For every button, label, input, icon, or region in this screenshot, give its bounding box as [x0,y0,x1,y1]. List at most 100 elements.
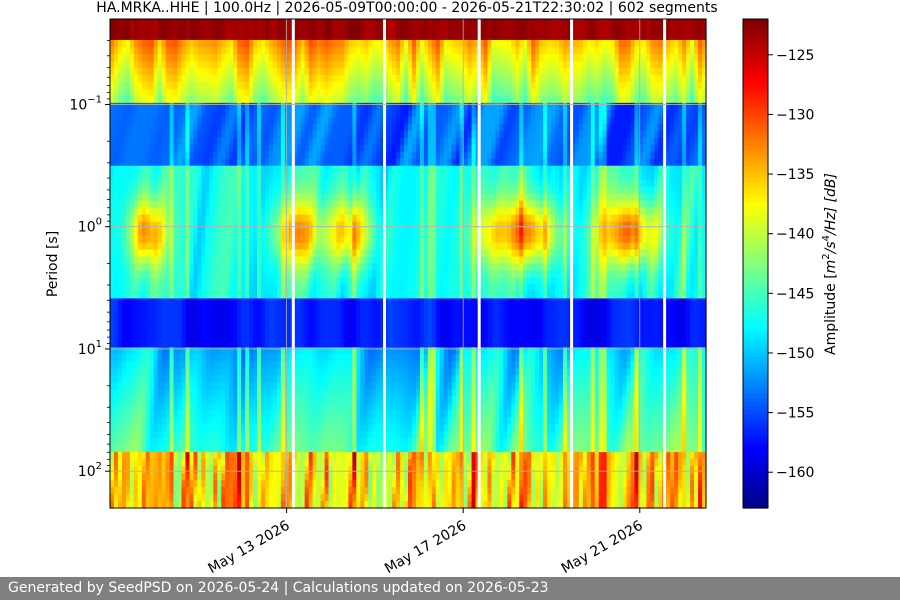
heatmap-cell [145,466,151,474]
heatmap-cell [221,249,226,258]
heatmap-cell [304,305,310,313]
heatmap-cell [324,270,330,279]
heatmap-cell [376,88,381,97]
heatmap-cell [161,305,167,313]
heatmap-cell [125,242,131,251]
heatmap-cell [201,340,206,348]
heatmap-cell [149,249,155,258]
heatmap-cell [344,445,349,453]
heatmap-cell [288,25,294,34]
heatmap-cell [169,165,175,174]
heatmap-cell [185,333,191,341]
heatmap-cell [193,165,199,174]
heatmap-cell [352,207,357,216]
heatmap-cell [117,46,123,55]
heatmap-cell [376,235,381,244]
heatmap-cell [249,81,254,90]
heatmap-cell [304,67,310,76]
heatmap-cell [229,291,234,300]
heatmap-cell [137,312,143,320]
heatmap-cell [193,312,199,320]
heatmap-cell [169,347,175,355]
heatmap-cell [213,102,218,111]
heatmap-cell [221,88,226,97]
heatmap-cell [316,256,322,265]
heatmap-cell [376,95,381,104]
heatmap-cell [388,354,393,362]
heatmap-cell [344,494,349,502]
heatmap-cell [213,109,218,118]
heatmap-cell [245,67,250,76]
heatmap-cell [157,263,163,272]
heatmap-cell [356,88,361,97]
heatmap-cell [197,487,202,495]
heatmap-cell [229,284,234,293]
heatmap-cell [376,445,381,453]
heatmap-cell [328,396,334,404]
heatmap-cell [129,235,135,244]
heatmap-cell [153,417,159,425]
heatmap-cell [225,305,230,313]
heatmap-cell [245,46,250,55]
heatmap-cell [141,32,147,41]
heatmap-cell [149,46,155,55]
heatmap-cell [173,382,179,390]
heatmap-cell [110,200,115,209]
heatmap-cell [280,165,286,174]
heatmap-cell [268,424,274,432]
heatmap-cell [328,277,334,286]
heatmap-cell [213,214,218,223]
heatmap-cell [316,228,322,237]
heatmap-cell [264,494,270,502]
heatmap-cell [173,200,179,209]
heatmap-cell [113,347,119,355]
heatmap-cell [268,445,274,453]
heatmap-cell [284,347,290,355]
heatmap-cell [324,102,330,111]
heatmap-cell [356,137,361,146]
heatmap-cell [113,109,119,118]
heatmap-cell [245,235,250,244]
heatmap-cell [197,19,202,27]
heatmap-cell [348,67,353,76]
heatmap-cell [169,466,175,474]
heatmap-cell [356,242,361,251]
heatmap-cell [316,74,322,83]
heatmap-cell [237,459,242,467]
heatmap-cell [332,249,338,258]
heatmap-cell [308,249,314,258]
heatmap-cell [161,158,167,167]
heatmap-cell [344,270,349,279]
heatmap-cell [141,137,147,146]
heatmap-cell [201,95,206,104]
heatmap-cell [260,270,266,279]
heatmap-cell [193,438,199,446]
heatmap-cell [384,431,389,439]
heatmap-cell [392,151,397,160]
heatmap-cell [213,221,218,230]
heatmap-cell [213,340,218,348]
heatmap-cell [125,319,131,327]
heatmap-cell [268,214,274,223]
heatmap-cell [221,473,226,481]
heatmap-cell [308,25,314,34]
heatmap-cell [141,452,147,460]
heatmap-cell [121,340,127,348]
heatmap-cell [141,347,147,355]
heatmap-cell [348,130,353,139]
heatmap-cell [145,200,151,209]
heatmap-cell [125,109,131,118]
heatmap-cell [213,53,218,62]
heatmap-cell [137,459,143,467]
heatmap-cell [121,95,127,104]
heatmap-cell [113,403,119,411]
heatmap-cell [165,270,171,279]
heatmap-cell [125,116,131,125]
heatmap-cell [217,123,222,132]
heatmap-cell [320,158,326,167]
heatmap-cell [117,459,123,467]
heatmap-cell [324,74,330,83]
heatmap-cell [272,137,278,146]
heatmap-cell [213,445,218,453]
heatmap-cell [213,242,218,251]
